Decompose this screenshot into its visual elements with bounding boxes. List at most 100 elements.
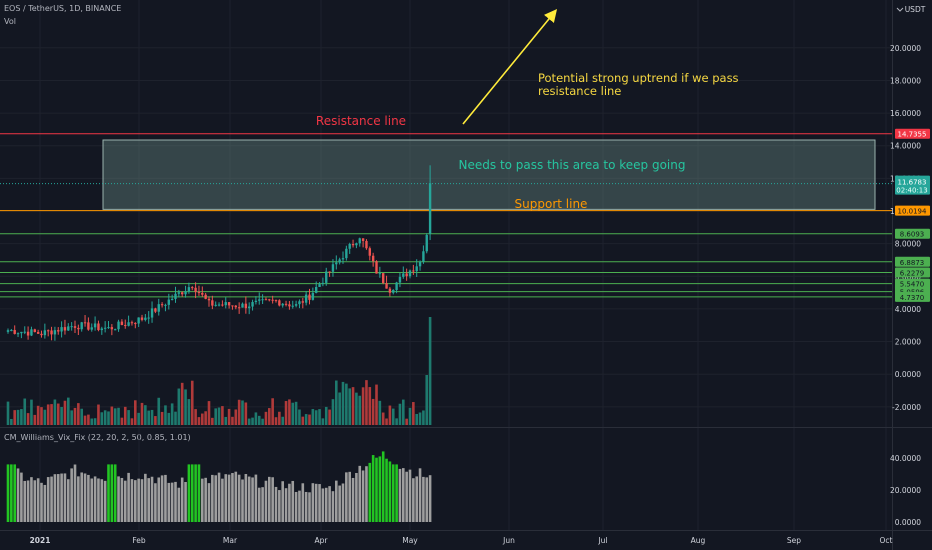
- volume-bar: [43, 409, 47, 425]
- price-tick-label: 8.0000: [895, 240, 921, 249]
- volume-bar: [268, 408, 271, 425]
- volume-bar: [361, 387, 365, 425]
- vix-bar: [164, 474, 167, 522]
- candle: [274, 300, 278, 302]
- candle: [211, 300, 214, 306]
- volume-bar: [368, 387, 372, 425]
- volume-bar: [381, 412, 385, 425]
- candle: [154, 308, 157, 312]
- volume-bar: [137, 412, 140, 425]
- volume-bar: [237, 399, 241, 425]
- vix-bar: [314, 483, 318, 522]
- vix-bar: [134, 480, 137, 522]
- vix-bar: [351, 477, 355, 522]
- candle: [167, 299, 170, 305]
- price-tick-label: 4.0000: [895, 305, 921, 314]
- volume-bar: [63, 400, 67, 425]
- volume-bar: [422, 410, 425, 425]
- candle: [271, 299, 274, 301]
- volume-bar: [274, 417, 278, 425]
- vix-bar: [271, 477, 274, 522]
- volume-bar: [324, 406, 328, 425]
- candle: [26, 331, 30, 336]
- candle: [382, 273, 385, 284]
- vix-bar: [294, 491, 298, 522]
- volume-bar: [53, 399, 57, 425]
- candle: [204, 294, 207, 299]
- price-tick-label: -2.0000: [892, 403, 921, 412]
- vix-bar: [184, 482, 187, 522]
- vix-tick-label: 20.0000: [890, 486, 921, 495]
- vix-bar: [93, 476, 97, 522]
- volume-bar: [197, 417, 201, 425]
- vix-bar: [33, 480, 37, 522]
- vix-bar: [23, 480, 27, 522]
- volume-bar: [13, 410, 16, 425]
- volume-bar: [46, 404, 50, 425]
- volume-bar: [395, 418, 398, 425]
- vix-bar: [154, 483, 157, 522]
- volume-bar: [80, 408, 83, 425]
- volume-bar: [154, 416, 157, 425]
- candle: [311, 292, 315, 300]
- volume-bar: [90, 418, 94, 425]
- vix-bar: [398, 468, 402, 522]
- candle: [124, 325, 127, 327]
- volume-bar: [147, 410, 150, 425]
- volume-bar: [56, 403, 60, 425]
- volume-bar: [375, 384, 378, 425]
- candle: [294, 304, 298, 306]
- candle: [217, 304, 221, 306]
- candle: [207, 298, 211, 301]
- vix-bar: [170, 482, 174, 522]
- candle: [258, 299, 261, 301]
- volume-bar: [301, 416, 305, 425]
- volume-bar: [150, 409, 154, 425]
- candle: [90, 327, 93, 330]
- vix-bar: [26, 480, 30, 522]
- vix-bar: [328, 486, 331, 522]
- candle: [63, 327, 67, 331]
- vix-bar: [251, 477, 254, 522]
- candle: [70, 326, 73, 328]
- candle: [392, 289, 395, 293]
- candle: [100, 328, 103, 331]
- vix-bar: [56, 474, 60, 522]
- vix-bar: [405, 471, 408, 522]
- candle: [412, 270, 415, 272]
- currency-chevron-icon[interactable]: [896, 7, 904, 12]
- candle: [170, 298, 174, 300]
- volume-bar: [264, 411, 268, 425]
- bar-countdown: 02:40:13: [896, 187, 927, 195]
- candle: [308, 294, 311, 300]
- candle: [194, 287, 197, 293]
- candle: [241, 303, 244, 308]
- candle: [93, 323, 97, 328]
- volume-bar: [311, 409, 315, 425]
- vix-bar: [107, 464, 110, 522]
- volume-bar: [244, 402, 248, 425]
- price-tick-label: 14.0000: [890, 142, 921, 151]
- candle: [20, 331, 23, 334]
- vix-bar: [224, 474, 228, 522]
- candle: [73, 326, 77, 328]
- volume-bar: [254, 412, 258, 425]
- volume-bar: [304, 414, 308, 425]
- candle: [120, 321, 124, 326]
- candle: [248, 306, 251, 309]
- volume-bar: [70, 410, 73, 425]
- candle: [97, 323, 100, 331]
- vix-tick-label: 0.0000: [895, 518, 921, 527]
- volume-bar: [348, 388, 351, 425]
- candle: [87, 322, 90, 330]
- volume-bar: [110, 406, 114, 425]
- last-price-value: 11.6783: [898, 179, 927, 187]
- candle: [254, 300, 258, 303]
- volume-bar: [174, 411, 177, 425]
- volume-bar: [341, 381, 345, 425]
- candle: [261, 299, 264, 301]
- volume-bar: [87, 414, 90, 425]
- vix-bar: [60, 473, 63, 522]
- candle: [227, 302, 231, 306]
